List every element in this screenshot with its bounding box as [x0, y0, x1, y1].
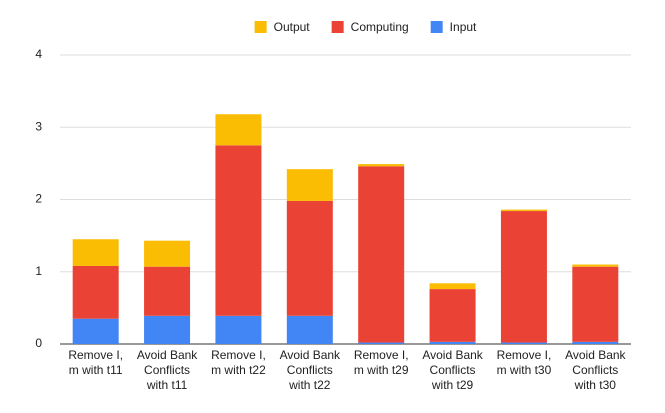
bar-segment: [144, 266, 191, 316]
bar-segment: [572, 264, 619, 267]
y-tick-label: 0: [35, 336, 42, 350]
legend: Output Computing Input: [254, 20, 477, 34]
bar-segment: [358, 164, 405, 167]
bar-segment: [358, 166, 405, 343]
bar-segment: [500, 211, 547, 343]
x-tick-label: Avoid Bank Conflicts with t11: [136, 348, 198, 392]
y-tick-label: 1: [35, 264, 42, 278]
legend-label: Output: [274, 20, 311, 34]
x-tick-label-box: Avoid Bank Conflicts with t29: [422, 348, 483, 392]
bar-segment: [72, 318, 119, 344]
x-tick-label: Avoid Bank Conflicts with t30: [565, 348, 626, 392]
legend-swatch: [430, 21, 443, 33]
x-tick-label-box: Remove I, m with t29: [353, 348, 409, 377]
x-tick-label: Avoid Bank Conflicts with t29: [422, 348, 483, 392]
bar-segment: [429, 283, 476, 290]
x-tick-label: Remove I, m with t22: [211, 348, 266, 377]
bar-segment: [500, 209, 547, 212]
bar-segment: [572, 266, 619, 342]
bar-segment: [358, 342, 405, 344]
y-tick-label: 2: [35, 192, 42, 206]
x-tick-label-box: Remove I, m with t11: [68, 348, 124, 377]
bar-segment: [286, 169, 333, 201]
x-tick-label-box: Avoid Bank Conflicts with t30: [565, 348, 626, 392]
y-tick-label: 4: [35, 47, 42, 61]
x-tick-label: Remove I, m with t30: [496, 348, 552, 377]
x-tick-label-box: Remove I, m with t22: [211, 348, 266, 377]
x-tick-label-box: Remove I, m with t30: [496, 348, 552, 377]
bar-segment: [215, 114, 262, 146]
x-tick-label: Remove I, m with t29: [353, 348, 409, 377]
bar-segment: [429, 341, 476, 344]
x-tick-label: Avoid Bank Conflicts with t22: [279, 348, 341, 392]
bar-segment: [572, 341, 619, 344]
bar-segment: [72, 239, 119, 266]
bar-segment: [144, 315, 191, 344]
legend-label: Computing: [351, 20, 409, 34]
bar-segment: [286, 200, 333, 316]
x-tick-label-box: Avoid Bank Conflicts with t22: [279, 348, 341, 392]
y-tick-label: 3: [35, 119, 42, 133]
legend-swatch: [331, 21, 344, 33]
legend-swatch: [254, 21, 267, 33]
x-tick-label: Remove I, m with t11: [68, 348, 124, 377]
legend-label: Input: [450, 20, 477, 34]
bar-segment: [286, 315, 333, 344]
bar-segment: [144, 240, 191, 267]
bar-segment: [72, 265, 119, 319]
bar-segment: [215, 315, 262, 344]
bar-segment: [215, 145, 262, 316]
x-tick-label-box: Avoid Bank Conflicts with t11: [136, 348, 198, 392]
bar-segment: [429, 289, 476, 342]
bar-segment: [500, 342, 547, 344]
